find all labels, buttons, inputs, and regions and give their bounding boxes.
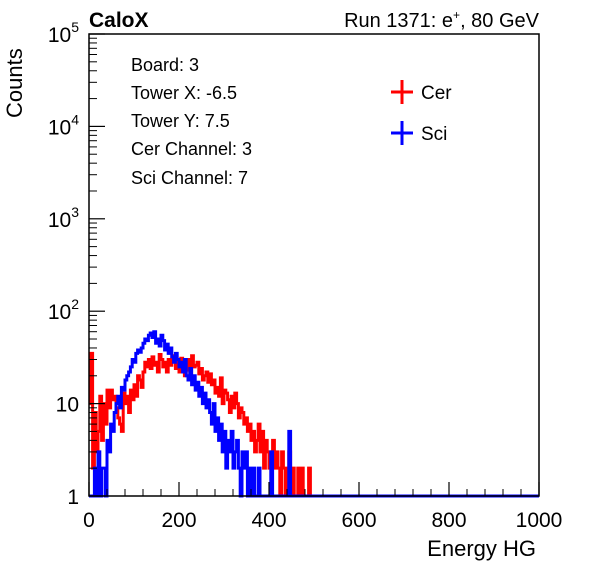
info-tower-x: Tower X: -6.5 [131,83,237,103]
x-tick-label-400: 400 [251,509,286,532]
y-tick-label-5: 105 [48,19,79,47]
series-line-cer [89,351,539,498]
plot-frame [88,33,540,497]
run-label-prefix: Run 1371: e [344,10,453,32]
y-tick-label-exponent: 2 [71,296,79,312]
x-tick-label-0: 0 [83,509,95,532]
y-tick-label-2: 102 [48,296,79,324]
y-tick-label-3: 103 [48,204,79,232]
y-tick-label-base: 10 [48,301,71,324]
y-tick-label-exponent: 3 [71,204,79,220]
series-layer [89,330,539,498]
info-board: Board: 3 [131,55,199,75]
y-axis-title: Counts [2,48,27,118]
x-tick-label-600: 600 [341,509,376,532]
x-tick-label-800: 800 [431,509,466,532]
info-tower-y: Tower Y: 7.5 [131,111,230,131]
y-tick-label-4: 104 [48,111,79,139]
info-block: Board: 3 Tower X: -6.5 Tower Y: 7.5 Cer … [131,55,252,188]
legend-label-cer: Cer [421,83,452,104]
y-tick-label-base: 10 [48,24,71,47]
info-cer-channel: Cer Channel: 3 [131,139,252,159]
x-tick-label-200: 200 [161,509,196,532]
x-axis-title: Energy HG [427,536,536,561]
y-tick-label-exponent: 5 [71,19,79,35]
y-tick-label-base: 10 [48,209,71,232]
run-label-charge: + [453,8,460,22]
run-label-suffix: , 80 GeV [460,10,540,32]
y-tick-label-0: 1 [67,486,79,509]
series-line-sci [89,330,539,498]
legend-label-sci: Sci [421,124,447,145]
y-tick-label-1: 10 [56,394,79,417]
experiment-label: CaloX [89,9,149,32]
axes-frame [88,33,540,497]
y-tick-label-exponent: 4 [71,111,79,127]
legend: Cer Sci [391,80,452,145]
y-tick-label-base: 10 [48,116,71,139]
run-label: Run 1371: e+, 80 GeV [344,8,540,32]
info-sci-channel: Sci Channel: 7 [131,168,248,188]
x-tick-label-1000: 1000 [516,509,563,532]
legend-item-cer: Cer [391,80,452,104]
legend-item-sci: Sci [391,121,447,145]
